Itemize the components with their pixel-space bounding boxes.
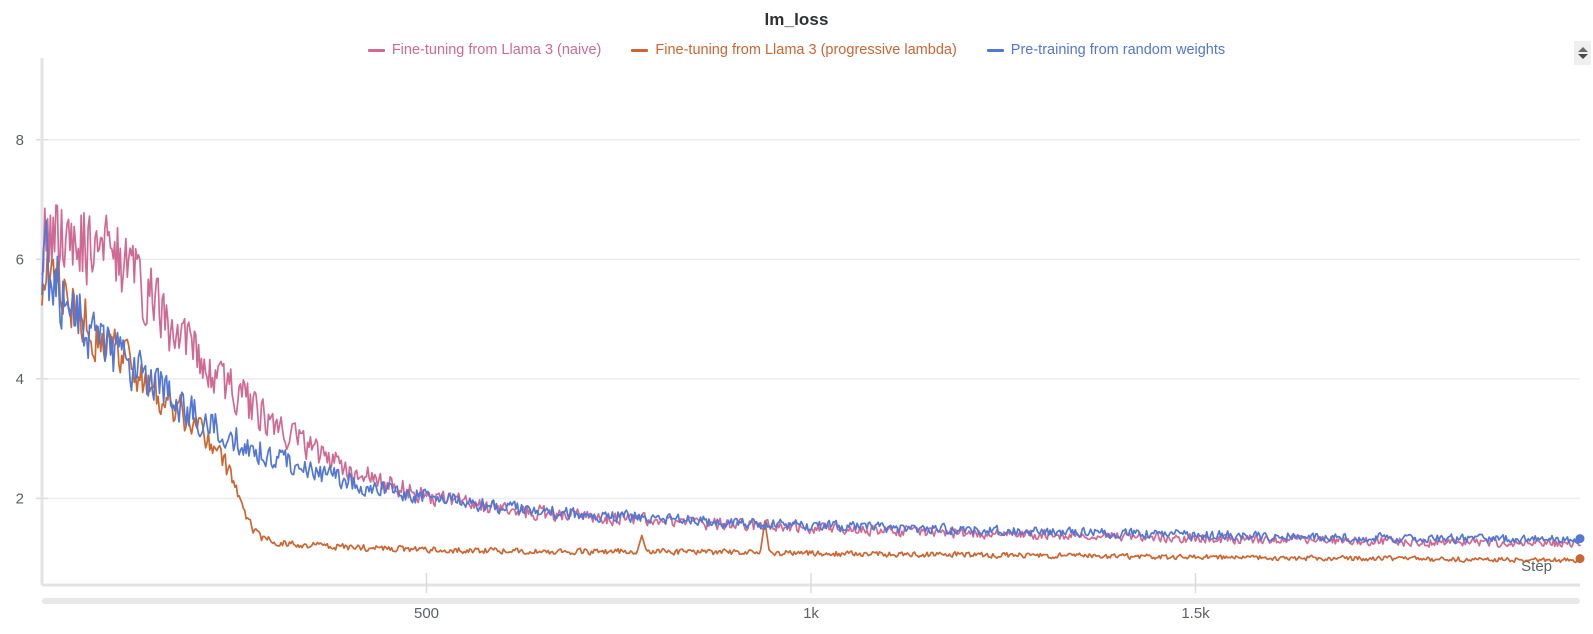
tick-label-x: 500 [414, 605, 439, 622]
legend-item-progressive-lambda[interactable]: Fine-tuning from Llama 3 (progressive la… [631, 42, 957, 58]
tick-label-y: 8 [16, 132, 24, 149]
legend-swatch-icon [631, 48, 649, 52]
x-axis-title: Step [1521, 558, 1552, 575]
tick-label-x: 1k [803, 605, 819, 622]
series-line [41, 219, 1581, 545]
tick-label-x: 1.5k [1181, 605, 1210, 622]
series-end-marker [1575, 534, 1585, 544]
legend-swatch-icon [986, 48, 1004, 52]
vertical-stepper[interactable] [1574, 41, 1591, 65]
series-end-marker [1575, 554, 1585, 564]
caret-up-icon[interactable] [1577, 47, 1588, 52]
legend-item-pretraining[interactable]: Pre-training from random weights [986, 42, 1226, 58]
legend-label: Pre-training from random weights [1010, 42, 1226, 58]
page-title: lm_loss [764, 10, 829, 29]
legend-item-naive[interactable]: Fine-tuning from Llama 3 (naive) [367, 42, 602, 58]
chart-legend: Fine-tuning from Llama 3 (naive) Fine-tu… [0, 43, 1593, 58]
series-line [41, 246, 1581, 564]
legend-label: Fine-tuning from Llama 3 (progressive la… [655, 42, 957, 58]
series-line [41, 204, 1581, 549]
horizontal-scrollbar[interactable] [42, 598, 1580, 604]
tick-label-y: 2 [16, 490, 24, 507]
legend-swatch-icon [367, 48, 385, 52]
legend-label: Fine-tuning from Llama 3 (naive) [391, 42, 602, 58]
tick-label-y: 6 [16, 251, 24, 268]
tick-label-y: 4 [16, 371, 24, 388]
caret-down-icon[interactable] [1577, 54, 1588, 59]
